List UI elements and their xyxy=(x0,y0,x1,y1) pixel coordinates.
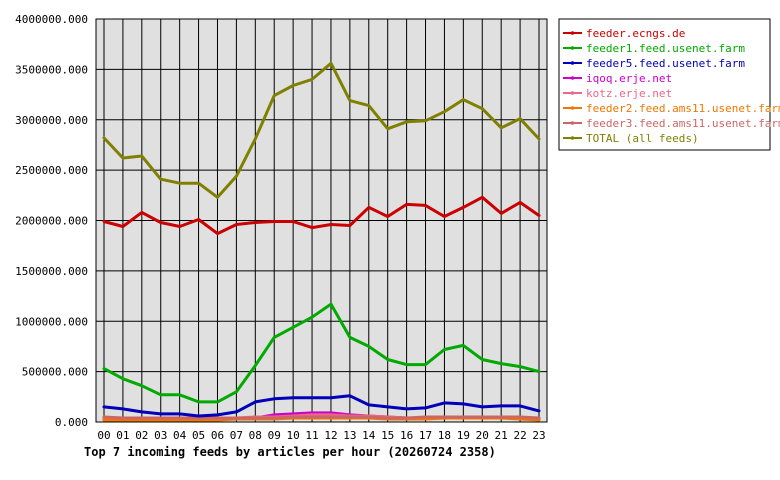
x-tick-label: 16 xyxy=(400,429,413,442)
legend-label-5: feeder2.feed.ams11.usenet.farm xyxy=(586,102,780,115)
y-tick-label: 3500000.000 xyxy=(15,63,88,76)
legend-marker-0 xyxy=(570,31,575,35)
x-tick-label: 18 xyxy=(438,429,451,442)
series-line-6 xyxy=(102,415,541,420)
legend-marker-1 xyxy=(570,46,575,50)
x-tick-label: 03 xyxy=(154,429,167,442)
x-tick-label: 14 xyxy=(362,429,376,442)
series-group xyxy=(102,61,541,422)
legend-label-2: feeder5.feed.usenet.farm xyxy=(586,57,745,70)
y-tick-label: 1500000.000 xyxy=(15,265,88,278)
x-tick-label: 02 xyxy=(135,429,148,442)
series-line-0 xyxy=(102,195,541,236)
legend-marker-2 xyxy=(570,61,575,65)
legend-label-4: kotz.erje.net xyxy=(586,87,672,100)
legend-label-6: feeder3.feed.ams11.usenet.farm xyxy=(586,117,780,130)
x-tick-label: 11 xyxy=(305,429,318,442)
x-tick-label: 08 xyxy=(249,429,262,442)
x-tick-label: 23 xyxy=(532,429,545,442)
series-line-7 xyxy=(102,61,541,199)
legend-label-1: feeder1.feed.usenet.farm xyxy=(586,42,745,55)
x-tick-label: 10 xyxy=(287,429,300,442)
legend-label-0: feeder.ecngs.de xyxy=(586,27,685,40)
x-tick-label: 06 xyxy=(211,429,224,442)
legend-marker-5 xyxy=(570,106,575,110)
y-tick-label: 2000000.000 xyxy=(15,215,88,228)
x-tick-label: 12 xyxy=(324,429,337,442)
series-line-2 xyxy=(102,394,541,418)
legend: feeder.ecngs.de feeder1.feed.usenet.farm f… xyxy=(558,18,780,151)
x-tick-label: 05 xyxy=(192,429,205,442)
legend-marker-3 xyxy=(570,76,575,80)
y-tick-labels: 0.000 500000.000 1000000.000 1500000.000 200… xyxy=(15,13,88,429)
series-line-1 xyxy=(102,302,541,404)
chart-title: Top 7 incoming feeds by articles per hou… xyxy=(84,445,496,459)
legend-label-7: TOTAL (all feeds) xyxy=(586,132,699,145)
x-tick-label: 15 xyxy=(381,429,394,442)
x-tick-label: 09 xyxy=(268,429,281,442)
legend-label-3: iqoq.erje.net xyxy=(586,72,672,85)
legend-marker-6 xyxy=(570,121,575,125)
x-tick-label: 17 xyxy=(419,429,432,442)
x-tick-label: 00 xyxy=(97,429,110,442)
plot-frame xyxy=(95,18,548,423)
x-tick-label: 19 xyxy=(457,429,470,442)
legend-box xyxy=(558,18,771,151)
x-tick-label: 04 xyxy=(173,429,187,442)
x-tick-label: 22 xyxy=(513,429,526,442)
y-tick-label: 0.000 xyxy=(55,416,88,429)
x-tick-labels: 00 01 02 03 04 05 06 07 08 09 10 11 12 13 14 15 16 17 18 19… xyxy=(97,429,545,442)
y-tick-label: 500000.000 xyxy=(22,366,88,379)
y-tick-label: 2500000.000 xyxy=(15,164,88,177)
legend-marker-4 xyxy=(570,91,575,95)
legend-marker-7 xyxy=(570,136,575,140)
x-tick-label: 13 xyxy=(343,429,356,442)
x-tick-label: 07 xyxy=(230,429,243,442)
y-tick-label: 4000000.000 xyxy=(15,13,88,26)
x-tick-label: 01 xyxy=(116,429,129,442)
x-tick-label: 21 xyxy=(495,429,508,442)
x-tick-label: 20 xyxy=(476,429,489,442)
y-tick-label: 1000000.000 xyxy=(15,315,88,328)
y-tick-label: 3000000.000 xyxy=(15,114,88,127)
